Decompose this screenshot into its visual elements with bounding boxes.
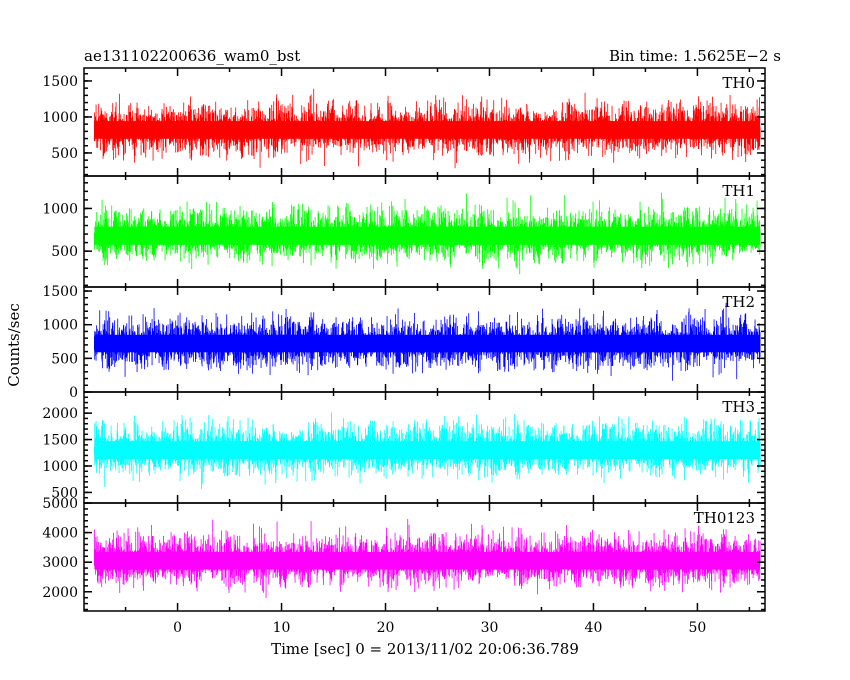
panel-th3: 500 1000 1500 2000 TH3	[42, 391, 766, 504]
series-core-th2	[94, 334, 760, 353]
y-tick-label: 500	[51, 146, 78, 162]
series-core-th3	[94, 441, 760, 460]
panel-label: TH1	[722, 182, 755, 200]
y-tick-label: 500	[51, 485, 78, 501]
y-tick-label: 4000	[42, 526, 78, 542]
panel-label: TH3	[722, 398, 755, 416]
x-axis-label: Time [sec] 0 = 2013/11/02 20:06:36.789	[271, 640, 579, 658]
y-tick-label: 3000	[42, 555, 78, 571]
title-right: Bin time: 1.5625E−2 s	[609, 47, 781, 65]
x-tick-label: 50	[689, 620, 707, 636]
x-tick-label: 30	[481, 620, 499, 636]
series-core-th0123	[94, 551, 760, 570]
series-core-th1	[94, 226, 760, 245]
panel-th2: 0 500 1000 1500 TH2	[42, 284, 766, 401]
panel-label: TH2	[722, 293, 755, 311]
x-tick-label: 0	[173, 620, 182, 636]
x-tick-label: 40	[585, 620, 603, 636]
panel-th1: 500 1000 TH1	[42, 175, 766, 288]
y-tick-label: 2000	[42, 406, 78, 422]
title-left: ae131102200636_wam0_bst	[84, 47, 300, 65]
y-tick-label: 1500	[42, 433, 78, 449]
y-tick-label: 1500	[42, 74, 78, 90]
y-tick-label: 0	[69, 385, 78, 401]
y-tick-label: 1000	[42, 201, 78, 217]
y-axis-label: Counts/sec	[5, 303, 23, 387]
y-tick-label: 500	[51, 244, 78, 260]
y-tick-label: 5000	[42, 496, 78, 512]
y-tick-label: 2000	[42, 585, 78, 601]
panel-label: TH0123	[694, 509, 755, 527]
panel-label: TH0	[722, 74, 755, 92]
panel-th0: 500 1000 1500 TH0	[42, 67, 766, 177]
y-tick-label: 1500	[42, 284, 78, 300]
y-tick-label: 1000	[42, 110, 78, 126]
y-tick-label: 1000	[42, 318, 78, 334]
x-tick-label: 10	[273, 620, 291, 636]
y-tick-label: 1000	[42, 459, 78, 475]
panel-th0123: 2000 3000 4000 5000 TH0123	[42, 496, 766, 612]
series-core-th0	[94, 121, 760, 139]
x-tick-label: 20	[377, 620, 395, 636]
y-tick-label: 500	[51, 351, 78, 367]
